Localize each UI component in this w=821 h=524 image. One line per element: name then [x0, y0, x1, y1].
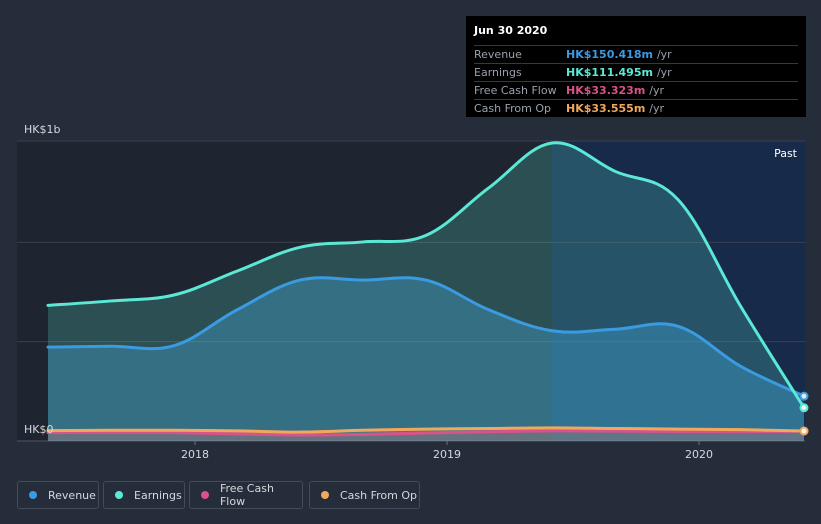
- tooltip-value: HK$33.323m: [566, 84, 646, 97]
- tooltip-row-free-cash-flow: Free Cash Flow HK$33.323m /yr: [474, 81, 798, 99]
- tooltip-row-revenue: Revenue HK$150.418m /yr: [474, 45, 798, 63]
- legend-dot-icon: [321, 491, 329, 499]
- past-region: [552, 141, 805, 441]
- x-tick-label: 2018: [181, 448, 209, 461]
- area-revenue: [48, 277, 804, 441]
- legend-item-earnings[interactable]: Earnings: [103, 481, 185, 509]
- tooltip-value: HK$150.418m: [566, 48, 653, 61]
- legend-item-free-cash-flow[interactable]: Free Cash Flow: [189, 481, 303, 509]
- area-free-cash-flow: [48, 430, 804, 441]
- past-label: Past: [774, 147, 798, 160]
- endpoint-revenue: [799, 391, 809, 401]
- tooltip-unit: /yr: [649, 102, 665, 115]
- tooltip: Jun 30 2020 Revenue HK$150.418m /yr Earn…: [466, 16, 806, 117]
- tooltip-label: Cash From Op: [474, 102, 552, 115]
- tooltip-unit: /yr: [656, 48, 672, 61]
- x-tick-label: 2020: [685, 448, 713, 461]
- legend-label: Free Cash Flow: [219, 482, 274, 508]
- tooltip-unit: /yr: [656, 66, 672, 79]
- tooltip-row-earnings: Earnings HK$111.495m /yr: [474, 63, 798, 81]
- tooltip-label: Free Cash Flow: [474, 84, 557, 97]
- legend-label: Revenue: [48, 488, 96, 502]
- legend-dot-icon: [29, 491, 37, 499]
- line-cash-from-op: [46, 426, 806, 434]
- legend-dot-icon: [115, 491, 123, 499]
- area-earnings: [48, 142, 804, 441]
- endpoint-cash-from-op: [799, 426, 809, 436]
- legend-item-revenue[interactable]: Revenue: [17, 481, 99, 509]
- tooltip-label: Revenue: [474, 48, 522, 61]
- x-tick-label: 2019: [433, 448, 461, 461]
- tooltip-unit: /yr: [649, 84, 665, 97]
- endpoint-earnings: [799, 403, 809, 413]
- tooltip-label: Earnings: [474, 66, 522, 79]
- tooltip-row-cash-from-op: Cash From Op HK$33.555m /yr: [474, 99, 798, 117]
- legend-label: Cash From Op: [340, 488, 418, 502]
- line-revenue: [46, 276, 806, 398]
- legend-dot-icon: [201, 491, 209, 499]
- tooltip-value: HK$33.555m: [566, 102, 646, 115]
- legend-label: Earnings: [134, 488, 182, 502]
- line-earnings: [46, 141, 806, 410]
- legend-item-cash-from-op[interactable]: Cash From Op: [309, 481, 420, 509]
- line-free-cash-flow: [46, 429, 806, 437]
- tooltip-date: Jun 30 2020: [474, 24, 548, 37]
- tooltip-value: HK$111.495m: [566, 66, 653, 79]
- y-axis-top-label: HK$1b: [24, 123, 60, 136]
- y-axis-bottom-label: HK$0: [24, 423, 53, 436]
